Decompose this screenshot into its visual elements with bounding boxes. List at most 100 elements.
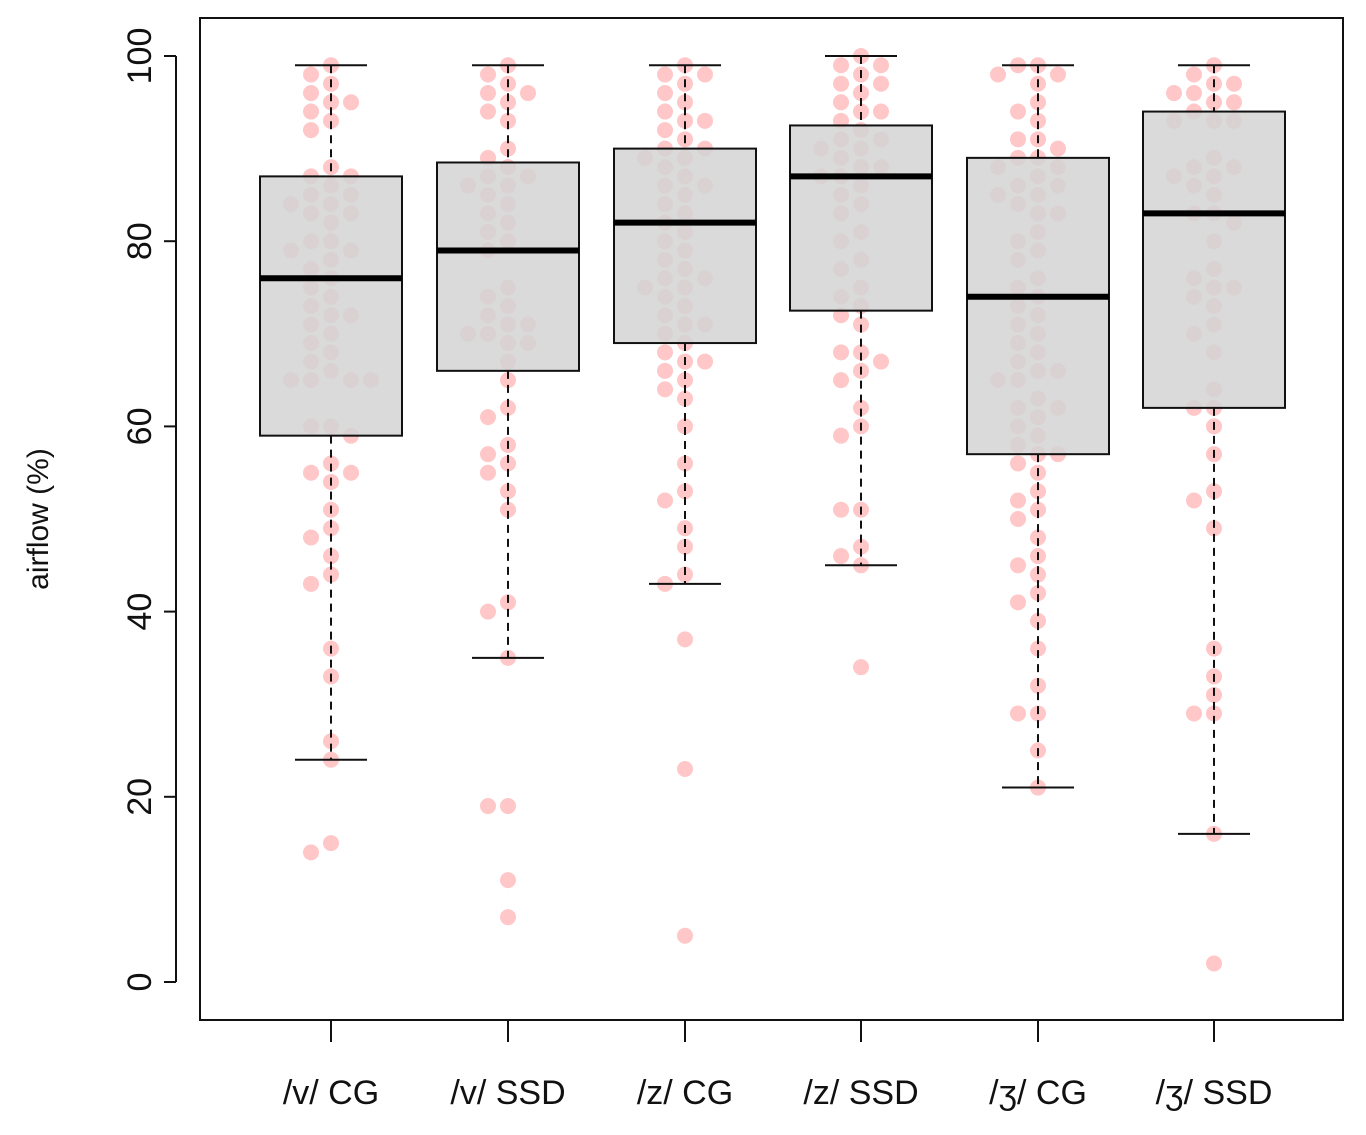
data-point (1030, 566, 1046, 583)
y-tick-label: 0 (121, 973, 159, 992)
y-tick-label: 60 (121, 407, 159, 445)
data-point (323, 835, 339, 852)
data-point (1186, 66, 1202, 83)
y-axis-title: airflow (%) (22, 448, 55, 590)
data-point (677, 631, 693, 648)
data-point (657, 492, 673, 509)
data-point (480, 446, 496, 463)
data-point (500, 94, 516, 111)
data-point (853, 399, 869, 416)
data-point (1010, 511, 1026, 527)
data-point (1030, 483, 1046, 500)
data-point (833, 427, 849, 444)
data-point (480, 798, 496, 815)
data-point (303, 529, 319, 546)
data-point (657, 85, 673, 102)
data-point (1206, 705, 1222, 722)
data-point (677, 455, 693, 472)
data-point (833, 372, 849, 389)
data-point (873, 75, 889, 92)
data-point (343, 94, 359, 111)
data-point (303, 575, 319, 592)
data-point (500, 399, 516, 416)
data-point (1030, 112, 1046, 129)
data-point (833, 548, 849, 565)
box-group (789, 55, 933, 567)
data-point (1030, 612, 1046, 629)
data-point (323, 112, 339, 129)
data-point (1010, 103, 1026, 120)
data-point (1050, 66, 1066, 83)
box-group (613, 64, 757, 585)
data-point (657, 381, 673, 398)
data-point (990, 66, 1006, 83)
data-point (1010, 492, 1026, 509)
data-point (1206, 483, 1222, 500)
x-tick-label: /v/ CG (283, 1074, 379, 1112)
data-point (853, 85, 869, 102)
data-point (697, 112, 713, 129)
data-point (833, 57, 849, 74)
data-point (657, 66, 673, 83)
data-point (833, 75, 849, 92)
data-point (520, 85, 536, 102)
data-point (677, 112, 693, 129)
data-point (303, 103, 319, 120)
y-tick-label: 80 (121, 222, 159, 260)
data-point (853, 344, 869, 361)
data-point (1010, 131, 1026, 148)
data-point (1010, 455, 1026, 472)
data-point (873, 103, 889, 120)
data-point (303, 844, 319, 861)
data-point (853, 538, 869, 555)
data-point (833, 94, 849, 111)
data-point (480, 409, 496, 426)
x-tick-label: /ʒ/ SSD (1156, 1074, 1273, 1112)
data-point (500, 372, 516, 389)
data-point (1186, 85, 1202, 102)
data-point (500, 483, 516, 500)
data-point (323, 566, 339, 583)
data-point (343, 464, 359, 481)
data-point (1186, 705, 1202, 722)
data-point (500, 112, 516, 129)
x-tick-label: /z/ CG (637, 1074, 733, 1112)
data-point (303, 464, 319, 481)
data-point (697, 353, 713, 370)
iqr-box (789, 124, 933, 312)
data-point (303, 66, 319, 83)
data-point (480, 85, 496, 102)
data-point (1030, 640, 1046, 657)
data-point (500, 501, 516, 518)
data-point (323, 733, 339, 750)
data-point (657, 344, 673, 361)
iqr-box (966, 156, 1110, 456)
iqr-box (1142, 110, 1286, 409)
data-point (853, 659, 869, 676)
x-tick-label: /ʒ/ CG (989, 1074, 1087, 1112)
data-point (1206, 94, 1222, 111)
data-point (303, 85, 319, 102)
box-group (1142, 64, 1286, 835)
data-point (657, 362, 673, 379)
data-point (1206, 955, 1222, 972)
x-tick-label: /z/ SSD (803, 1074, 918, 1112)
y-tick-label: 20 (121, 778, 159, 816)
data-point (323, 455, 339, 472)
iqr-box (436, 161, 580, 372)
data-point (677, 927, 693, 944)
data-point (1226, 75, 1242, 92)
data-point (853, 103, 869, 120)
y-tick-label: 100 (121, 28, 159, 85)
data-point (480, 66, 496, 83)
box-group (436, 64, 580, 659)
data-point (1010, 594, 1026, 611)
x-axis: /v/ CG/v/ SSD/z/ CG/z/ SSD/ʒ/ CG/ʒ/ SSD (283, 1019, 1273, 1112)
data-point (1186, 492, 1202, 509)
data-point (833, 344, 849, 361)
x-tick-label: /v/ SSD (450, 1074, 565, 1112)
data-point (677, 483, 693, 500)
data-point (1166, 85, 1182, 102)
y-axis: 0 20 40 60 80 100 (121, 28, 177, 992)
data-point (1226, 94, 1242, 111)
